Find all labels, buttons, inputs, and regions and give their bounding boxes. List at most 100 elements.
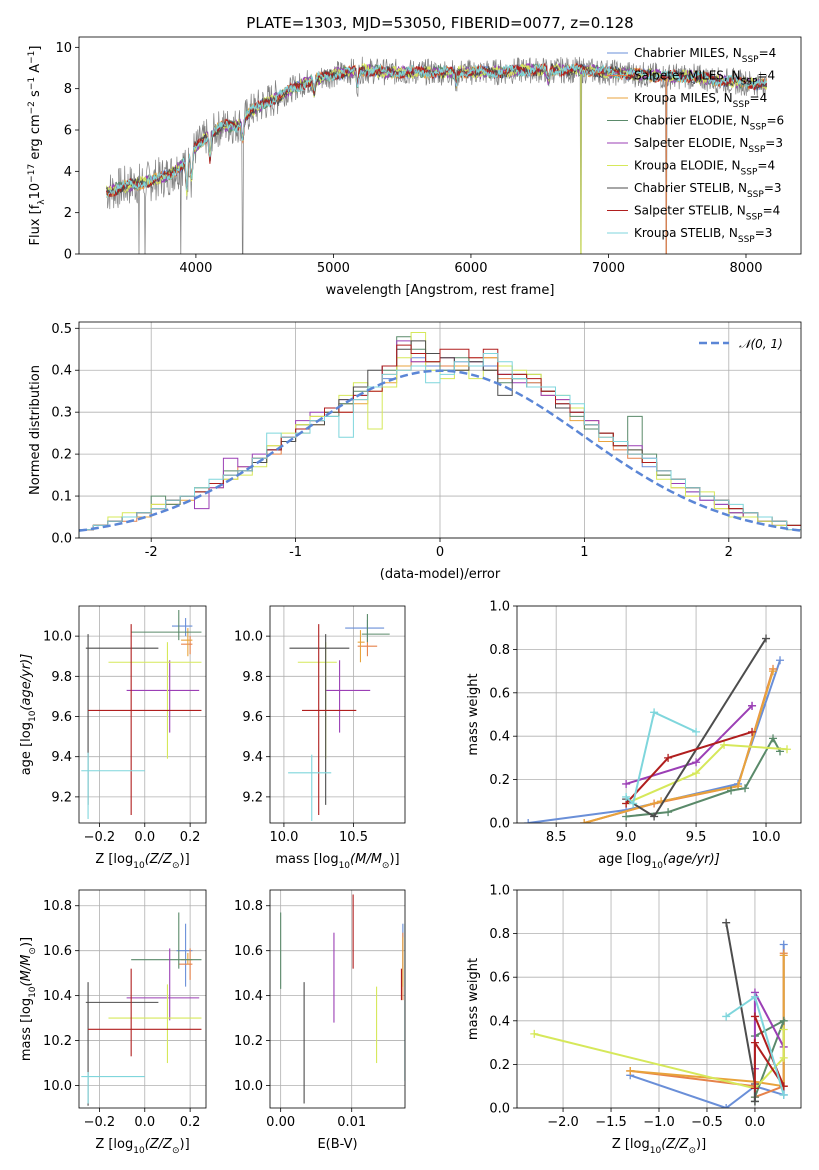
- errorbar-salpeter_miles: [178, 948, 193, 980]
- x-tick-label: 0.0: [134, 830, 155, 845]
- y-tick-label: 1.0: [489, 600, 510, 615]
- panel-age_vs_mass: 10.0 10.5 9.2 9.4 9.6 9.8 10.0 mass [log10(M/M⊙…: [234, 605, 406, 871]
- plot-area-residuals: [79, 332, 801, 538]
- weight-marker-chabrier_stelib: [722, 918, 731, 927]
- y-tick-label: 0.5: [51, 322, 72, 337]
- x-axis-label-part: Z [log: [95, 852, 133, 867]
- y-axis-label-part: s: [28, 90, 43, 101]
- y-tick-label: 0.3: [51, 406, 72, 421]
- axes-frame: [78, 889, 207, 1109]
- plot-area-weight_vs_age: [524, 634, 792, 823]
- legend-label-kroupa_elodie-part: SSP: [741, 168, 758, 178]
- panel-spectrum: 4000 5000 6000 7000 8000 0 2 4 6 8 10 wavelength [A…: [27, 36, 802, 298]
- y-tick-label: 0.1: [51, 490, 72, 505]
- y-tick-label: 10.4: [234, 989, 263, 1004]
- x-axis-label-part: )]: [180, 1137, 190, 1152]
- legend-label-salpeter_miles-part: =4: [757, 69, 775, 83]
- legend-label-chabrier_miles-part: Chabrier MILES, N: [634, 46, 742, 60]
- weight-marker-chabrier_elodie: [622, 812, 631, 821]
- legend-label-salpeter_elodie-part: =3: [765, 136, 783, 150]
- x-tick-label: −2.0: [547, 1115, 579, 1130]
- errorbar-salpeter_elodie: [325, 660, 371, 733]
- errorbar-kroupa_miles: [181, 628, 193, 657]
- y-tick-label: 10.0: [43, 1079, 72, 1094]
- y-tick-label: 0.2: [489, 773, 510, 788]
- legend-label-kroupa_stelib: Kroupa STELIB, NSSP=3: [634, 226, 772, 245]
- x-axis-label-part: Z [log: [95, 1137, 133, 1152]
- x-tick-label: 0.2: [180, 830, 201, 845]
- weight-marker-kroupa_stelib: [629, 799, 638, 808]
- x-axis-label: (data-model)/error: [380, 567, 501, 582]
- legend-label-kroupa_miles-part: Kroupa MILES, N: [634, 91, 733, 105]
- x-tick-label: 10.0: [752, 830, 781, 845]
- errorbar-chabrier_stelib: [85, 982, 159, 1106]
- y-axis-label: age [log10(age/yr)]: [19, 654, 38, 776]
- y-axis-label-part: mass [log: [19, 998, 34, 1061]
- errorbar-chabrier_elodie: [131, 912, 202, 969]
- y-tick-label: 9.8: [51, 670, 72, 685]
- x-axis-label-part: (Z/Z: [145, 852, 173, 867]
- x-axis-label-part: mass [log: [275, 852, 338, 867]
- y-tick-label: 0.4: [51, 364, 72, 379]
- y-tick-label: 0.6: [489, 686, 510, 701]
- y-axis-label-part: (M/M: [19, 955, 34, 987]
- panel-weight_vs_z: −2.0 −1.5 −1.0 −0.5 0.0 0.0 0.2 0.4 0.6 0.8 1.0 Z […: [466, 884, 802, 1156]
- y-tick-label: 10.8: [43, 899, 72, 914]
- axes-frame: [269, 889, 406, 1109]
- figure-title: PLATE=1303, MJD=53050, FIBERID=0077, z=0…: [246, 14, 633, 32]
- y-tick-label: 9.6: [51, 710, 72, 725]
- x-axis-label: Z [log10(Z/Z⊙)]: [95, 852, 189, 871]
- normal-curve: [79, 369, 801, 532]
- histogram-kroupa_stelib: [79, 353, 801, 538]
- weight-marker-kroupa_elodie: [692, 769, 701, 778]
- y-tick-label: 0.2: [489, 1058, 510, 1073]
- x-tick-label: 0.0: [745, 1115, 766, 1130]
- weight-marker-kroupa_miles: [779, 951, 788, 960]
- y-tick-label: 0.0: [51, 532, 72, 547]
- errorbar-salpeter_elodie: [126, 948, 200, 1021]
- x-axis-label: Z [log10(Z/Z⊙)]: [612, 1137, 706, 1156]
- y-axis-label-part: ]: [28, 46, 43, 51]
- y-axis-label-part: Flux [f: [28, 204, 43, 245]
- legend-label-salpeter_stelib-part: =4: [763, 204, 781, 218]
- legend-label-chabrier_stelib: Chabrier STELIB, NSSP=3: [634, 181, 782, 200]
- y-tick-label: 9.2: [51, 790, 72, 805]
- axes-frame: [516, 605, 802, 824]
- x-axis-label-part: 10: [339, 861, 351, 871]
- errorbar-kroupa_stelib: [81, 1072, 145, 1104]
- y-tick-label: 0: [64, 248, 72, 263]
- errorbar-kroupa_elodie: [108, 642, 202, 759]
- weight-marker-salpeter_stelib: [750, 1012, 759, 1021]
- panel-residuals: -2 -1 0 1 2 0.0 0.1 0.2 0.3 0.4 0.5 (data-model)/er…: [28, 321, 802, 582]
- legend-label-chabrier_elodie-part: =6: [766, 114, 784, 128]
- errorbar-chabrier_elodie: [361, 614, 390, 643]
- x-tick-label: 0: [436, 545, 444, 560]
- y-tick-label: 9.6: [242, 710, 263, 725]
- y-tick-label: 0.8: [489, 643, 510, 658]
- legend-label-chabrier_stelib-part: SSP: [747, 190, 764, 200]
- x-axis-label: Z [log10(Z/Z⊙)]: [95, 1137, 189, 1156]
- weight-line-kroupa_miles: [583, 670, 774, 823]
- x-axis-label-part: (Z/Z: [145, 1137, 173, 1152]
- x-axis-label-part: ⊙: [172, 1146, 180, 1156]
- x-tick-label: −1.5: [595, 1115, 627, 1130]
- y-axis-label-part: erg cm: [28, 114, 43, 163]
- x-tick-label: 10.5: [339, 830, 368, 845]
- legend-label-kroupa_stelib-part: Kroupa STELIB, N: [634, 226, 738, 240]
- panel-mass_vs_z: −0.2 0.0 0.210.010.210.410.610.8Z [log10(Z…: [19, 889, 207, 1156]
- y-axis-label-part: 10: [28, 986, 38, 998]
- panel-weight_vs_age: 8.5 9.0 9.5 10.0 0.0 0.2 0.4 0.6 0.8 1.0 age [log1…: [466, 600, 802, 871]
- model-spectrum-kroupa_stelib: [106, 63, 767, 198]
- x-tick-label: 5000: [317, 261, 350, 276]
- legend-label-salpeter_miles: Salpeter MILES, NSSP=4: [634, 69, 775, 88]
- panel-mass_vs_ebv: 0.00 0.01 10.0 10.2 10.4 10.6 10.8 E(B-V): [234, 889, 406, 1152]
- legend-label-chabrier_elodie-part: SSP: [750, 123, 767, 133]
- y-axis-label-part: 10: [28, 710, 38, 722]
- weight-marker-chabrier_miles: [524, 819, 533, 823]
- x-tick-label: -1: [289, 545, 302, 560]
- weight-marker-kroupa_elodie: [530, 1029, 539, 1038]
- x-tick-label: −0.2: [84, 830, 116, 845]
- y-tick-label: 10.0: [234, 1079, 263, 1094]
- axes-frame: [78, 36, 802, 255]
- legend-label-kroupa_miles-part: =4: [750, 91, 768, 105]
